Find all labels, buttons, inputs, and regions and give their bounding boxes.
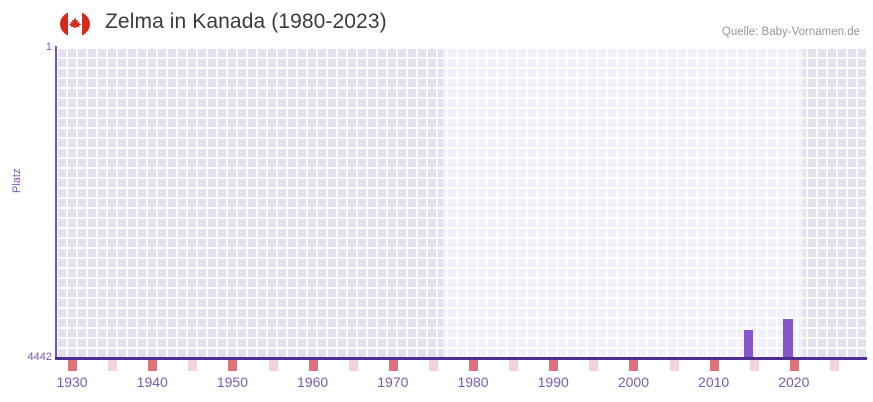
x-tick-minor bbox=[268, 360, 278, 371]
plot-canvas bbox=[56, 47, 866, 358]
x-tick-major bbox=[629, 360, 639, 371]
y-axis-tick-bottom: 4442 bbox=[27, 351, 52, 363]
x-tick-major bbox=[148, 360, 158, 371]
x-axis-tick-label: 1960 bbox=[297, 374, 329, 390]
x-tick-major bbox=[789, 360, 799, 371]
x-tick-minor bbox=[428, 360, 438, 371]
x-tick-minor bbox=[108, 360, 118, 371]
canada-flag-icon bbox=[60, 11, 90, 37]
y-axis-line bbox=[55, 46, 57, 359]
bar bbox=[744, 330, 753, 358]
x-tick-major bbox=[549, 360, 559, 371]
bar bbox=[783, 319, 793, 358]
flag-band-left bbox=[60, 11, 68, 37]
x-axis-tick-label: 1980 bbox=[457, 374, 489, 390]
x-tick-minor bbox=[589, 360, 599, 371]
x-axis-tick-label: 1990 bbox=[537, 374, 569, 390]
x-axis-tick-label: 2020 bbox=[778, 374, 810, 390]
x-axis-tick-label: 2010 bbox=[698, 374, 730, 390]
maple-leaf-icon bbox=[68, 17, 82, 29]
y-axis-tick-top: 1 bbox=[45, 41, 52, 53]
chart-header: Zelma in Kanada (1980-2023) Quelle: Baby… bbox=[0, 0, 873, 46]
x-axis-tick-label: 1950 bbox=[216, 374, 248, 390]
x-axis-tick-label: 1940 bbox=[136, 374, 168, 390]
x-tick-major bbox=[68, 360, 78, 371]
x-tick-major bbox=[709, 360, 719, 371]
x-tick-major bbox=[388, 360, 398, 371]
page-title: Zelma in Kanada (1980-2023) bbox=[105, 10, 387, 33]
x-tick-major bbox=[228, 360, 238, 371]
x-tick-minor bbox=[509, 360, 519, 371]
x-tick-major bbox=[308, 360, 318, 371]
y-axis-title: Platz bbox=[11, 168, 23, 193]
x-tick-minor bbox=[829, 360, 839, 371]
x-axis-tick-label: 1930 bbox=[56, 374, 88, 390]
x-axis-line bbox=[55, 357, 867, 360]
x-tick-minor bbox=[348, 360, 358, 371]
grid-lines bbox=[56, 47, 866, 358]
x-tick-minor bbox=[188, 360, 198, 371]
x-axis-tick-label: 2000 bbox=[617, 374, 649, 390]
flag-band-right bbox=[82, 11, 90, 37]
x-tick-minor bbox=[749, 360, 759, 371]
x-tick-minor bbox=[669, 360, 679, 371]
x-tick-major bbox=[469, 360, 479, 371]
x-axis-tick-label: 1970 bbox=[377, 374, 409, 390]
source-credit: Quelle: Baby-Vornamen.de bbox=[721, 26, 860, 38]
